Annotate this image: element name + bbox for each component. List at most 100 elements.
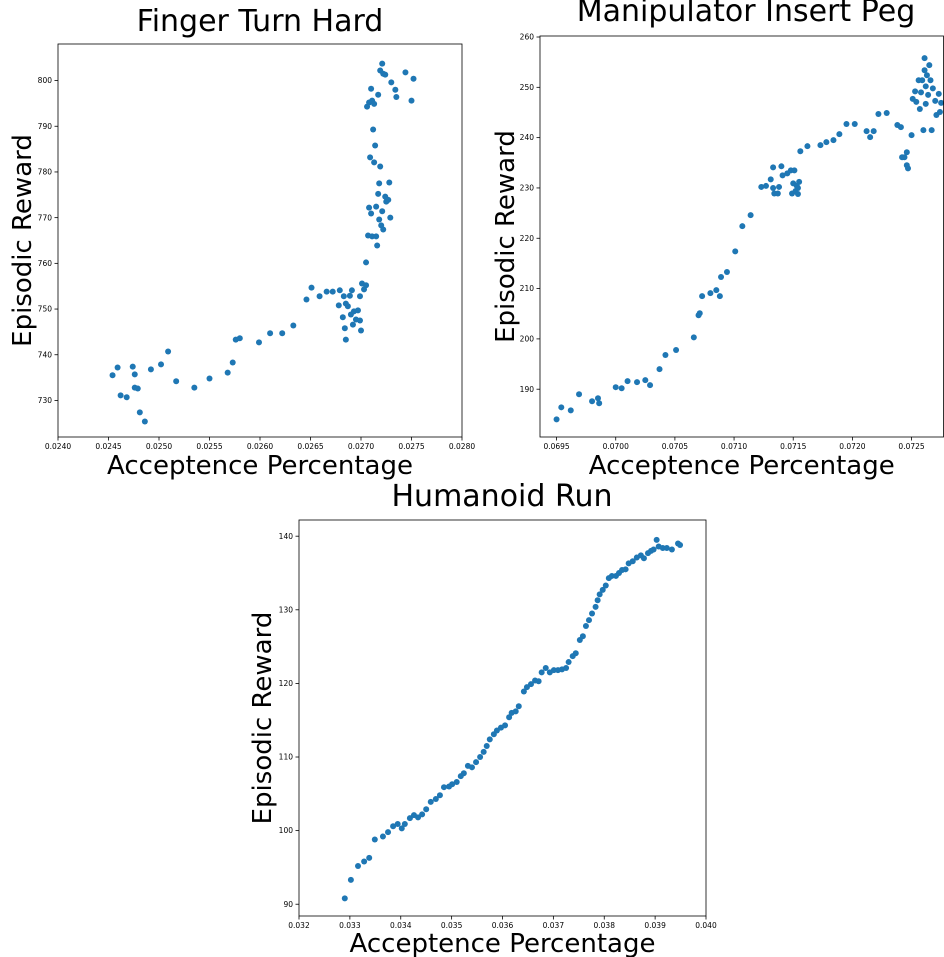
point (718, 274, 725, 281)
x-tick-label: 0.0255 (196, 442, 222, 451)
point (363, 259, 370, 266)
point (341, 325, 348, 332)
y-tick-label: 740 (38, 350, 53, 359)
point (376, 216, 383, 223)
point (515, 703, 522, 710)
point (371, 159, 378, 166)
chart-title: Manipulator Insert Peg (577, 0, 915, 29)
point (938, 99, 944, 106)
point (650, 546, 657, 553)
point (776, 183, 783, 190)
point (596, 591, 603, 598)
point (134, 385, 141, 392)
point (387, 214, 394, 221)
point (336, 287, 343, 294)
point (355, 862, 362, 869)
point (373, 203, 380, 210)
point (929, 85, 936, 92)
point (390, 823, 397, 830)
point (109, 372, 116, 379)
point (936, 108, 943, 115)
point (922, 83, 929, 90)
x-tick-label: 0.0715 (780, 442, 806, 451)
point (136, 409, 143, 416)
point (817, 142, 824, 149)
point (375, 190, 382, 197)
point (770, 184, 777, 191)
point (147, 366, 154, 373)
point (747, 212, 754, 219)
point (599, 586, 606, 593)
point (921, 67, 928, 74)
point (663, 544, 670, 551)
y-tick-label: 750 (38, 305, 53, 314)
point (344, 303, 351, 310)
x-tick-label: 0.0260 (247, 442, 273, 451)
point (114, 364, 121, 371)
point (224, 369, 231, 376)
x-tick-label: 0.0250 (146, 442, 172, 451)
y-tick-label: 780 (38, 168, 53, 177)
point (123, 394, 130, 401)
point (460, 770, 467, 777)
point (340, 293, 347, 300)
point (349, 321, 356, 328)
point (502, 722, 509, 729)
point (267, 330, 274, 337)
x-tick-label: 0.0705 (662, 442, 688, 451)
point (662, 351, 669, 358)
point (565, 659, 572, 666)
point (255, 339, 262, 346)
point (520, 688, 527, 695)
point (348, 287, 355, 294)
x-axis-label: Acceptence Percentage (350, 929, 656, 957)
point (468, 764, 475, 771)
point (393, 94, 400, 101)
point (908, 132, 915, 139)
x-tick-label: 0.0695 (543, 442, 569, 451)
point (642, 377, 649, 384)
point (453, 779, 460, 786)
point (634, 379, 641, 386)
point (358, 327, 364, 334)
plot-frame (57, 43, 463, 438)
y-tick-label: 730 (38, 396, 53, 405)
point (376, 180, 383, 187)
point (690, 334, 697, 341)
point (927, 77, 934, 84)
point (308, 284, 315, 291)
point (677, 542, 684, 549)
point (851, 121, 858, 128)
x-tick-label: 0.0275 (398, 442, 424, 451)
point (935, 90, 942, 97)
x-tick-label: 0.032 (288, 921, 310, 930)
point (707, 290, 714, 297)
x-tick-label: 0.035 (441, 921, 463, 930)
x-tick-label: 0.0720 (839, 442, 865, 451)
point (867, 134, 874, 141)
point (563, 664, 570, 671)
y-tick-label: 100 (279, 826, 294, 835)
point (449, 781, 456, 788)
point (377, 163, 384, 170)
y-tick-label: 260 (520, 33, 535, 42)
point (673, 346, 680, 353)
point (229, 359, 236, 366)
point (401, 820, 408, 827)
point (656, 366, 663, 373)
point (512, 708, 519, 715)
y-tick-label: 200 (520, 334, 535, 343)
point (901, 154, 908, 161)
point (379, 60, 386, 67)
point (303, 296, 310, 303)
x-tick-label: 0.0710 (721, 442, 747, 451)
point (763, 182, 770, 189)
point (375, 91, 382, 98)
point (596, 400, 603, 407)
point (913, 98, 920, 105)
plot-frame (539, 35, 944, 438)
y-axis-label: Episodic Reward (8, 134, 38, 347)
point (538, 669, 545, 676)
point (863, 128, 870, 135)
